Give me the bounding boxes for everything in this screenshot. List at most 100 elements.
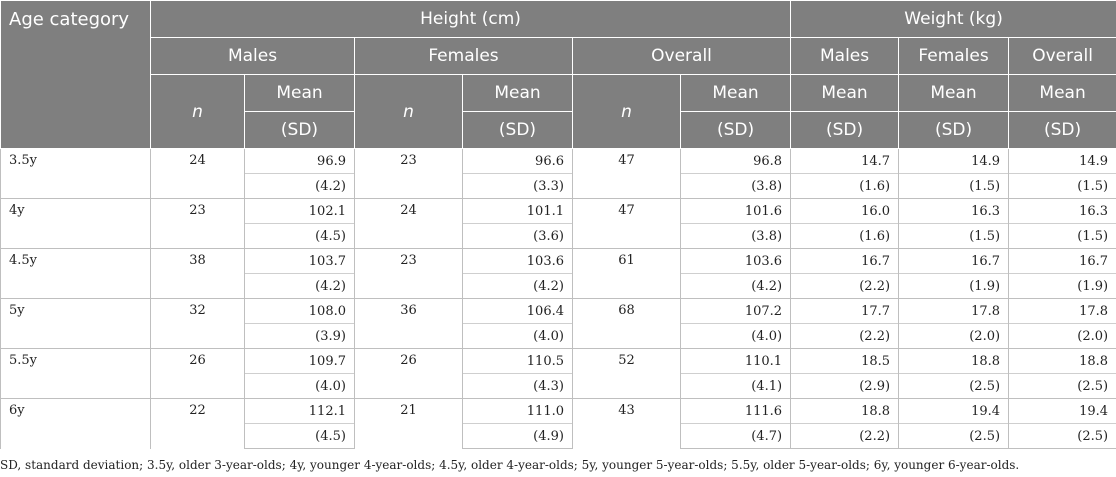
mean-cell: 103.7 [244,248,355,274]
mean-header: Mean [790,74,900,112]
n-cell: 24 [150,148,245,199]
n-cell: 22 [150,398,245,449]
sd-header: (SD) [462,111,573,149]
n-cell: 47 [572,148,681,199]
table-footnote: SD, standard deviation; 3.5y, older 3-ye… [0,458,1020,472]
sd-cell: (4.2) [462,273,573,299]
age-cell: 4.5y [0,248,151,299]
anthropometric-table: Age category Height (cm) Weight (kg) Mal… [0,0,1116,449]
sd-cell: (4.1) [679,373,792,399]
sd-cell: (4.5) [244,423,355,449]
sd-header: (SD) [244,111,355,149]
mean-cell: 18.8 [898,348,1010,374]
sd-cell: (2.2) [790,323,900,349]
mean-cell: 19.4 [898,398,1010,424]
sd-cell: (1.5) [1008,173,1116,199]
sd-cell: (2.5) [898,423,1010,449]
sd-cell: (1.6) [790,173,900,199]
n-cell: 68 [572,298,681,349]
sd-cell: (3.9) [244,323,355,349]
weight-header: Weight (kg) [790,0,1116,38]
age-cell: 4y [0,198,151,249]
age-cell: 6y [0,398,151,449]
n-cell: 43 [572,398,681,449]
n-cell: 26 [354,348,463,399]
mean-cell: 17.8 [1008,298,1116,324]
n-cell: 47 [572,198,681,249]
sd-cell: (1.9) [898,273,1010,299]
table-row: (3.9) (4.0) (4.0) (2.2) (2.0) (2.0) [1,323,1116,349]
mean-cell: 107.2 [679,298,792,324]
sd-cell: (3.6) [462,223,573,249]
sd-header: (SD) [898,111,1010,149]
sd-cell: (4.2) [244,273,355,299]
mean-cell: 19.4 [1008,398,1116,424]
n-cell: 23 [354,148,463,199]
mean-cell: 18.8 [1008,348,1116,374]
mean-header: Mean [244,74,355,112]
n-cell: 52 [572,348,681,399]
mean-cell: 18.8 [790,398,900,424]
mean-cell: 17.7 [790,298,900,324]
mean-cell: 111.6 [679,398,792,424]
sd-cell: (2.5) [1008,373,1116,399]
table-row: 4y 23 102.1 24 101.1 47 101.6 16.0 16.3 … [0,198,1116,249]
table-row: 4.5y 38 103.7 23 103.6 61 103.6 16.7 16.… [0,248,1116,299]
mean-cell: 102.1 [244,198,355,224]
sd-cell: (1.6) [790,223,900,249]
sd-cell: (2.5) [1008,423,1116,449]
mean-cell: 17.8 [898,298,1010,324]
sd-cell: (4.0) [462,323,573,349]
table-body: 3.5y 24 96.9 23 96.6 47 96.8 14.7 14.9 1… [0,148,1116,449]
height-overall-header: Overall [571,37,792,75]
mean-cell: 16.7 [790,248,900,274]
sd-cell: (2.0) [1008,323,1116,349]
mean-cell: 18.5 [790,348,900,374]
sd-cell: (4.5) [244,223,355,249]
sd-cell: (1.9) [1008,273,1116,299]
mean-cell: 16.7 [1008,248,1116,274]
sd-cell: (2.0) [898,323,1010,349]
sd-cell: (3.8) [679,223,792,249]
mean-cell: 109.7 [244,348,355,374]
mean-cell: 96.8 [679,148,792,174]
table-row: (4.0) (4.3) (4.1) (2.9) (2.5) (2.5) [1,373,1116,399]
mean-cell: 16.0 [790,198,900,224]
n-header: n [150,74,245,149]
sd-cell: (3.3) [462,173,573,199]
sd-cell: (4.2) [244,173,355,199]
table-row: 5.5y 26 109.7 26 110.5 52 110.1 18.5 18.… [0,348,1116,399]
height-header: Height (cm) [149,0,792,38]
sd-cell: (4.9) [462,423,573,449]
sd-cell: (2.2) [790,423,900,449]
table-row: (4.5) (3.6) (3.8) (1.6) (1.5) (1.5) [1,223,1116,249]
mean-cell: 101.6 [679,198,792,224]
sd-cell: (3.8) [679,173,792,199]
height-females-header: Females [354,37,573,75]
mean-cell: 96.9 [244,148,355,174]
sd-cell: (1.5) [1008,223,1116,249]
n-cell: 23 [354,248,463,299]
mean-cell: 103.6 [462,248,573,274]
mean-cell: 14.9 [898,148,1010,174]
sd-header: (SD) [790,111,900,149]
table-row: (4.5) (4.9) (4.7) (2.2) (2.5) (2.5) [1,423,1116,449]
n-cell: 61 [572,248,681,299]
mean-cell: 14.9 [1008,148,1116,174]
mean-header: Mean [462,74,573,112]
sd-cell: (1.5) [898,223,1010,249]
age-cell: 3.5y [0,148,151,199]
table-row: (4.2) (3.3) (3.8) (1.6) (1.5) (1.5) [1,173,1116,199]
n-header: n [354,74,463,149]
sd-cell: (4.2) [679,273,792,299]
mean-cell: 106.4 [462,298,573,324]
mean-header: Mean [1008,74,1116,112]
n-header: n [572,74,681,149]
mean-cell: 101.1 [462,198,573,224]
table-row: 3.5y 24 96.9 23 96.6 47 96.8 14.7 14.9 1… [0,148,1116,199]
weight-overall-header: Overall [1008,37,1116,75]
weight-females-header: Females [898,37,1010,75]
age-category-header: Age category [0,0,151,149]
mean-cell: 110.1 [679,348,792,374]
mean-cell: 16.3 [1008,198,1116,224]
